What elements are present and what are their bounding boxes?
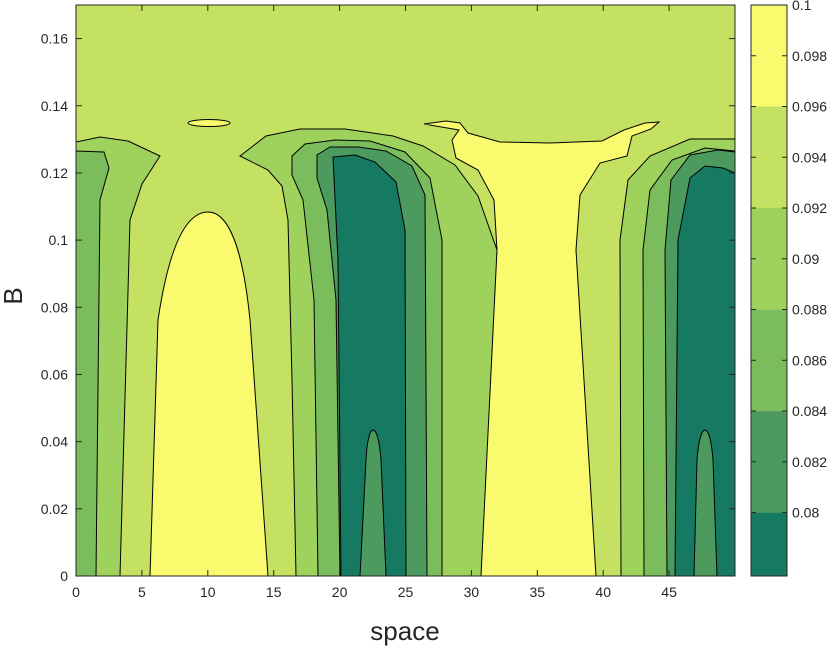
y-tick-label: 0.12 [41, 165, 68, 181]
x-tick-label: 20 [332, 584, 348, 600]
colorbar-band [751, 5, 787, 107]
colorbar-tick-label: 0.096 [792, 99, 827, 115]
colorbar-band [751, 512, 787, 576]
colorbar-frame [750, 4, 788, 577]
x-tick-label: 25 [398, 584, 414, 600]
contour-region-yellow-peak-1 [149, 211, 269, 576]
x-tick-label: 30 [464, 584, 480, 600]
x-tick-label: 5 [138, 584, 146, 600]
contour-region-left-084 [76, 150, 110, 576]
colorbar-tick-label: 0.082 [792, 454, 827, 470]
colorbar-tick-label: 0.098 [792, 48, 827, 64]
colorbar: 0.08 0.082 0.084 0.086 0.088 0.09 0.092 0.094 0.… [750, 0, 827, 577]
colorbar-tick-label: 0.092 [792, 200, 827, 216]
y-tick-label: 0.06 [41, 366, 68, 382]
y-tick-label: 0.1 [49, 232, 69, 248]
x-tick-label: 35 [530, 584, 546, 600]
colorbar-tick-label: 0.08 [792, 505, 819, 521]
colorbar-band [751, 411, 787, 513]
x-axis-label: space [370, 616, 439, 646]
contour-region-valley2-077 [674, 165, 735, 576]
y-tick-label: 0.04 [41, 434, 68, 450]
colorbar-band [751, 309, 787, 412]
contour-plot-area [76, 5, 735, 576]
colorbar-tick-label: 0.084 [792, 403, 827, 419]
y-axis-ticks: 0 0.02 0.04 0.06 0.08 0.1 0.12 0.14 0.16 [41, 31, 735, 584]
y-tick-label: 0.14 [41, 98, 68, 114]
colorbar-tick-label: 0.086 [792, 352, 827, 368]
y-tick-label: 0.08 [41, 299, 68, 315]
y-tick-label: 0.02 [41, 501, 68, 517]
x-tick-label: 45 [661, 584, 677, 600]
x-tick-label: 10 [200, 584, 216, 600]
colorbar-tick-label: 0.088 [792, 302, 827, 318]
colorbar-tick-label: 0.094 [792, 149, 827, 165]
contour-region-yellow-peak-2 [423, 120, 661, 576]
y-tick-label: 0 [60, 568, 68, 584]
x-tick-label: 15 [266, 584, 282, 600]
y-tick-label: 0.16 [41, 31, 68, 47]
contour-region-valley1-080 [332, 154, 407, 576]
colorbar-tick-label: 0.09 [792, 251, 819, 267]
colorbar-band [751, 208, 787, 310]
colorbar-band [751, 106, 787, 209]
contour-island-small [187, 119, 231, 127]
x-tick-label: 40 [595, 584, 611, 600]
x-axis-ticks: 0 5 10 15 20 25 30 35 40 45 [72, 5, 677, 600]
x-tick-label: 0 [72, 584, 80, 600]
y-axis-label: B [0, 287, 28, 304]
colorbar-tick-label: 0.1 [792, 0, 812, 13]
